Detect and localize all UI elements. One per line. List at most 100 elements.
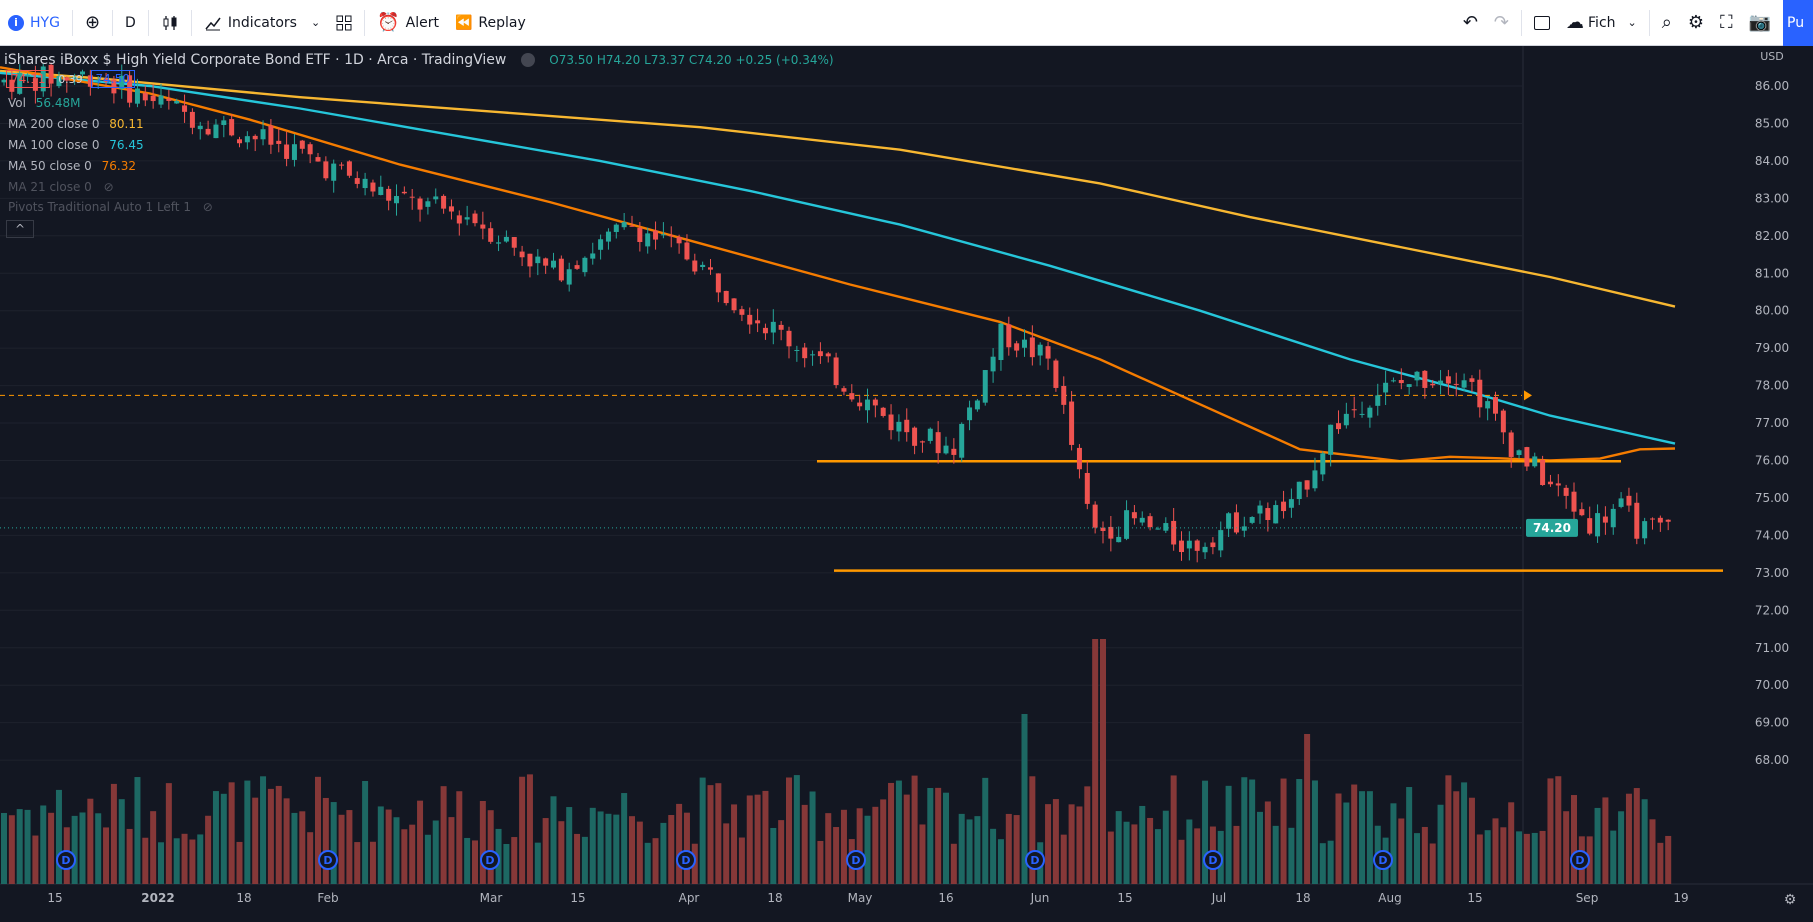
candle-body[interactable] (1202, 546, 1208, 553)
candle-body[interactable] (119, 75, 125, 89)
ma200-line[interactable] (0, 69, 1676, 308)
candle-body[interactable] (668, 235, 674, 237)
candle-body[interactable] (621, 222, 627, 228)
candle-body[interactable] (535, 256, 541, 264)
dividend-marker[interactable] (1203, 850, 1223, 870)
candle-body[interactable] (276, 140, 282, 144)
candle-body[interactable] (1406, 384, 1412, 387)
candle-body[interactable] (778, 324, 784, 330)
bid-price[interactable]: 74.11 (6, 70, 51, 88)
hidden-eye-icon[interactable]: ⊘ (103, 180, 114, 194)
candle-body[interactable] (1375, 395, 1381, 406)
candle-body[interactable] (1563, 487, 1569, 496)
candle-body[interactable] (990, 356, 996, 372)
candle-body[interactable] (1383, 382, 1389, 393)
candle-body[interactable] (1414, 371, 1420, 381)
candle-body[interactable] (629, 225, 635, 227)
candle-body[interactable] (700, 264, 706, 268)
candle-body[interactable] (888, 414, 894, 431)
candle-body[interactable] (692, 260, 698, 272)
candle-body[interactable] (1351, 409, 1357, 411)
candle-body[interactable] (1390, 380, 1396, 382)
layouts-button[interactable] (328, 0, 360, 46)
candle-body[interactable] (1657, 517, 1663, 523)
candle-body[interactable] (786, 330, 792, 347)
candle-body[interactable] (551, 260, 556, 268)
candle-body[interactable] (543, 258, 549, 266)
candle-body[interactable] (1022, 339, 1027, 348)
candle-body[interactable] (1320, 453, 1326, 475)
candle-body[interactable] (80, 71, 85, 75)
candle-body[interactable] (1014, 343, 1020, 351)
candle-body[interactable] (127, 75, 133, 103)
candle-body[interactable] (1485, 401, 1491, 409)
candle-body[interactable] (1273, 505, 1279, 524)
candle-body[interactable] (1249, 517, 1255, 523)
candle-body[interactable] (817, 351, 823, 357)
candle-body[interactable] (1328, 424, 1334, 455)
candle-body[interactable] (1100, 527, 1106, 531)
candle-body[interactable] (205, 128, 211, 135)
candle-body[interactable] (582, 257, 588, 273)
candle-body[interactable] (857, 402, 863, 407)
candle-body[interactable] (1547, 481, 1553, 485)
candle-body[interactable] (676, 236, 682, 244)
candle-body[interactable] (880, 407, 886, 416)
candle-body[interactable] (456, 215, 462, 224)
candle-body[interactable] (715, 273, 721, 293)
chart-settings-icon[interactable]: ⚙ (1784, 892, 1797, 908)
save-layout-button[interactable]: ☁ Fich ⌄ (1558, 0, 1645, 46)
dividend-marker[interactable] (1373, 850, 1393, 870)
candle-body[interactable] (1037, 344, 1043, 356)
symbol-search-button[interactable]: i HYG (0, 0, 68, 46)
candle-body[interactable] (1618, 498, 1624, 507)
candle-body[interactable] (87, 75, 93, 87)
ma100-line[interactable] (0, 71, 1676, 445)
candle-body[interactable] (653, 230, 659, 240)
candle-body[interactable] (370, 182, 376, 192)
candle-body[interactable] (1218, 530, 1224, 551)
candle-body[interactable] (637, 227, 643, 242)
candle-body[interactable] (1634, 502, 1640, 539)
candle-body[interactable] (527, 253, 533, 267)
candle-body[interactable] (1304, 480, 1310, 490)
candle-body[interactable] (252, 135, 258, 140)
candle-body[interactable] (598, 239, 604, 250)
candle-body[interactable] (912, 427, 918, 446)
candle-body[interactable] (354, 178, 360, 184)
candle-body[interactable] (1445, 376, 1451, 384)
dividend-marker[interactable] (480, 850, 500, 870)
candle-body[interactable] (723, 290, 729, 304)
candle-body[interactable] (1257, 505, 1263, 514)
candle-body[interactable] (605, 231, 611, 242)
candle-body[interactable] (1006, 324, 1012, 348)
undo-button[interactable]: ↶ (1455, 0, 1486, 46)
hide-legend-icon[interactable] (520, 53, 535, 67)
candle-body[interactable] (1171, 520, 1177, 545)
candle-body[interactable] (574, 265, 580, 269)
candle-body[interactable] (503, 236, 509, 242)
candle-body[interactable] (1532, 456, 1538, 467)
candle-body[interactable] (103, 78, 109, 82)
candle-body[interactable] (1281, 501, 1287, 512)
candle-body[interactable] (865, 399, 870, 411)
candle-body[interactable] (566, 269, 572, 285)
candle-body[interactable] (1493, 397, 1498, 414)
candle-body[interactable] (645, 233, 651, 247)
candle-body[interactable] (158, 95, 164, 105)
candle-body[interactable] (1516, 450, 1522, 456)
candle-body[interactable] (134, 88, 140, 104)
collapse-legend-button[interactable]: ^ (6, 220, 34, 238)
candle-body[interactable] (229, 119, 235, 136)
candle-body[interactable] (394, 196, 399, 204)
candle-body[interactable] (762, 327, 768, 334)
candle-body[interactable] (810, 354, 816, 356)
candle-body[interactable] (1, 79, 7, 83)
dividend-marker[interactable] (318, 850, 338, 870)
candle-body[interactable] (433, 196, 439, 200)
candle-body[interactable] (1508, 432, 1514, 457)
candle-body[interactable] (32, 78, 38, 91)
dividend-marker[interactable] (1025, 850, 1045, 870)
candle-body[interactable] (189, 111, 195, 128)
dividend-marker[interactable] (676, 850, 696, 870)
